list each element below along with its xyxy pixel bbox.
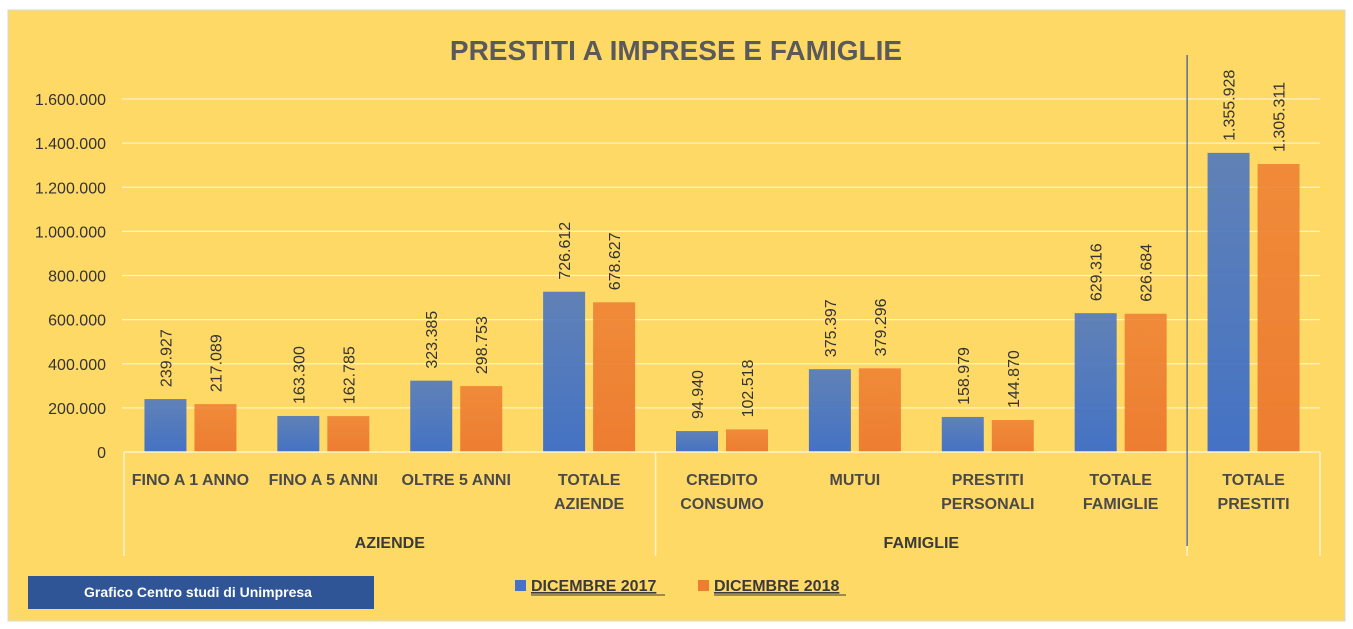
bar-2017	[1074, 313, 1117, 452]
bar-2017	[676, 431, 718, 452]
data-label: 626.684	[1139, 244, 1156, 302]
group-label: AZIENDE	[355, 535, 426, 552]
bar-2018	[327, 416, 370, 452]
category-label: TOTALE	[1222, 472, 1285, 489]
data-label: 379.296	[873, 298, 890, 356]
bar-2018	[858, 368, 901, 452]
y-tick-label: 800.000	[48, 269, 106, 286]
bar-2018	[194, 404, 237, 452]
bar-2018	[726, 429, 768, 452]
legend-label: DICEMBRE 2018	[714, 578, 839, 595]
data-label: 217.089	[208, 334, 225, 392]
category-label: TOTALE	[1089, 472, 1152, 489]
bar-2017	[941, 416, 984, 452]
y-tick-label: 600.000	[48, 313, 106, 330]
legend-swatch	[515, 580, 526, 591]
y-tick-label: 1.600.000	[35, 92, 106, 109]
credit-box-background	[28, 576, 374, 609]
category-label: CONSUMO	[680, 496, 764, 513]
y-tick-label: 200.000	[48, 401, 106, 418]
bar-2018	[460, 386, 503, 452]
bar-2017	[410, 380, 453, 452]
data-label: 726.612	[557, 222, 574, 280]
y-axis: 0 200.000 400.000 600.000 800.000 1.000.000 1.…	[35, 92, 106, 462]
legend-label: DICEMBRE 2017	[531, 578, 656, 595]
data-label: 323.385	[424, 311, 441, 369]
data-label: 162.785	[341, 346, 358, 404]
category-label: CREDITO	[686, 472, 758, 489]
category-label: PRESTITI	[952, 472, 1024, 489]
bar-2018	[1257, 164, 1300, 453]
chart-background	[7, 9, 1346, 622]
chart-title: PRESTITI A IMPRESE E FAMIGLIE	[450, 35, 902, 66]
category-label: FINO A 1 ANNO	[132, 472, 249, 489]
y-tick-label: 400.000	[48, 357, 106, 374]
credit-box: Grafico Centro studi di Unimpresa	[28, 576, 374, 609]
y-tick-label: 1.400.000	[35, 136, 106, 153]
data-label: 239.927	[158, 329, 175, 387]
data-label: 1.305.311	[1272, 82, 1289, 152]
y-tick-label: 1.000.000	[35, 224, 106, 241]
data-label: 158.979	[956, 347, 973, 405]
data-label: 678.627	[607, 232, 624, 290]
bar-2018	[593, 302, 636, 452]
bar-2017	[277, 415, 320, 452]
bar-2018	[1124, 313, 1167, 452]
data-label: 1.355.928	[1222, 70, 1239, 141]
data-label: 375.397	[823, 299, 840, 357]
category-label: AZIENDE	[554, 496, 625, 513]
data-label: 629.316	[1089, 243, 1106, 301]
category-label: FINO A 5 ANNI	[269, 472, 378, 489]
data-label: 298.753	[474, 316, 491, 374]
legend: DICEMBRE 2017 DICEMBRE 2018	[515, 578, 846, 596]
group-label: FAMIGLIE	[884, 535, 960, 552]
category-label: OLTRE 5 ANNI	[402, 472, 511, 489]
y-tick-label: 0	[97, 445, 106, 462]
bar-2017	[543, 291, 586, 452]
data-label: 94.940	[690, 370, 707, 419]
data-label: 163.300	[291, 346, 308, 404]
bar-2017	[144, 399, 187, 452]
y-tick-label: 1.200.000	[35, 180, 106, 197]
data-label: 144.870	[1006, 350, 1023, 408]
category-label: TOTALE	[558, 472, 621, 489]
category-label: PRESTITI	[1218, 496, 1290, 513]
bar-2017	[1207, 152, 1250, 452]
legend-swatch	[698, 580, 709, 591]
gridlines	[122, 98, 1320, 409]
credit-text: Grafico Centro studi di Unimpresa	[84, 584, 312, 600]
data-label: 102.518	[740, 359, 757, 417]
category-label: FAMIGLIE	[1083, 496, 1159, 513]
x-axis: FINO A 1 ANNO FINO A 5 ANNI OLTRE 5 ANNI TO…	[123, 55, 1321, 556]
bar-2018	[991, 420, 1034, 452]
category-label: PERSONALI	[941, 496, 1034, 513]
category-label: MUTUI	[830, 472, 881, 489]
bar-2017	[808, 369, 851, 452]
bars: 239.927 217.089 163.300 162.785 323.385 298.7…	[144, 70, 1300, 453]
